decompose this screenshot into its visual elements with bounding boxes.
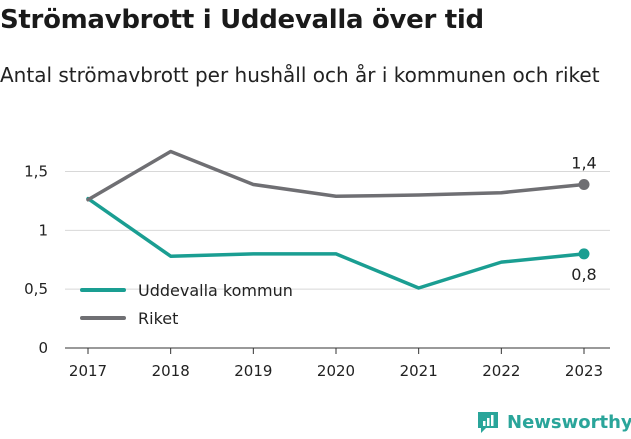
newsworthy-brand[interactable]: Newsworthy — [475, 409, 631, 435]
data-labels: 0,8 1,4 — [571, 153, 596, 283]
end-point-marker — [578, 178, 590, 190]
x-tick-label: 2023 — [565, 362, 603, 380]
y-tick-label: 1,5 — [24, 163, 48, 181]
brand-name: Newsworthy — [507, 411, 631, 433]
end-value-label: 1,4 — [571, 153, 596, 172]
end-point-marker — [578, 248, 590, 260]
series-lines — [86, 149, 590, 290]
legend-label: Uddevalla kommun — [138, 281, 293, 300]
x-tick-label: 2020 — [317, 362, 355, 380]
legend-label: Riket — [138, 309, 178, 328]
newsworthy-logo-icon — [478, 412, 498, 433]
x-tick-label: 2017 — [69, 362, 107, 380]
x-tick-label: 2019 — [234, 362, 272, 380]
chart-subtitle: Antal strömavbrott per hushåll och år i … — [0, 63, 600, 87]
y-tick-label: 1 — [38, 221, 48, 239]
end-value-label: 0,8 — [571, 265, 596, 284]
series-line-riket — [86, 149, 586, 202]
x-tick-label: 2021 — [400, 362, 438, 380]
y-tick-label: 0,5 — [24, 280, 48, 298]
y-tick-label: 0 — [38, 339, 48, 357]
x-tick-label: 2018 — [152, 362, 190, 380]
chart-title: Strömavbrott i Uddevalla över tid — [0, 5, 484, 35]
y-axis-ticks: 0 0,5 1 1,5 — [24, 163, 48, 357]
legend: Uddevalla kommun Riket — [80, 281, 293, 328]
gridlines — [65, 171, 610, 349]
x-tick-label: 2022 — [482, 362, 520, 380]
series-line-uddevalla-kommun — [86, 196, 586, 290]
x-axis-ticks: 2017 2018 2019 2020 2021 2022 2023 — [69, 348, 603, 380]
